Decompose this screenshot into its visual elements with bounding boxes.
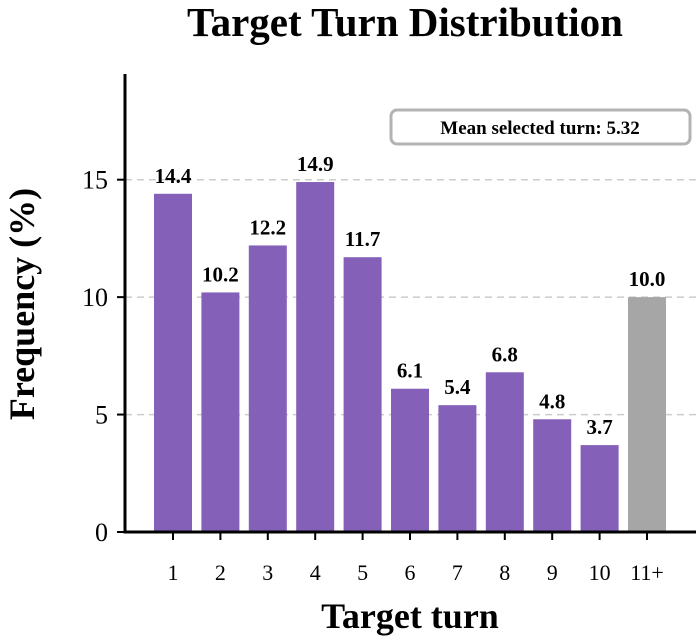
y-tick-label: 5 <box>95 401 108 430</box>
x-tick-label: 11+ <box>630 560 664 585</box>
bar <box>391 388 429 532</box>
x-axis-label: Target turn <box>321 596 499 636</box>
bar-value-label: 14.9 <box>297 152 334 176</box>
y-tick-label: 10 <box>82 283 108 312</box>
mean-annotation: Mean selected turn: 5.32 <box>389 108 692 146</box>
x-tick-label: 4 <box>310 560 321 585</box>
x-tick-label: 5 <box>357 560 368 585</box>
bar-value-label: 6.1 <box>397 359 423 383</box>
bar <box>343 257 382 532</box>
y-tick-label: 0 <box>95 518 108 547</box>
x-tick-label: 9 <box>547 560 558 585</box>
x-tick-label: 1 <box>168 560 179 585</box>
bars <box>154 182 666 533</box>
bar <box>533 419 572 532</box>
bar-value-labels: 14.4 10.2 12.2 14.9 11.7 6.1 5.4 6.8 4.8 3.7 10.0 <box>155 152 666 439</box>
y-ticks: 0 5 10 15 <box>82 166 125 547</box>
bar <box>438 405 477 532</box>
bar <box>485 372 524 532</box>
y-tick-label: 15 <box>82 166 108 195</box>
chart-title: Target Turn Distribution <box>187 0 623 45</box>
y-axis-label: Frequency (%) <box>2 188 42 420</box>
bar-value-label: 6.8 <box>492 342 518 366</box>
x-ticks: 1 2 3 4 5 6 7 8 9 10 11+ <box>168 532 664 585</box>
bar-value-label: 10.0 <box>629 267 666 291</box>
mean-annotation-text: Mean selected turn: 5.32 <box>440 118 639 139</box>
bar-value-label: 11.7 <box>345 227 381 251</box>
bar-value-label: 12.2 <box>249 215 286 239</box>
x-tick-label: 10 <box>589 560 611 585</box>
x-tick-label: 2 <box>215 560 226 585</box>
bar <box>154 193 192 533</box>
bar-value-label: 14.4 <box>155 164 192 188</box>
bar <box>580 445 619 532</box>
bar-value-label: 4.8 <box>539 389 565 413</box>
bar <box>201 292 240 532</box>
x-tick-label: 3 <box>262 560 273 585</box>
x-tick-label: 6 <box>405 560 416 585</box>
bar-value-label: 10.2 <box>202 262 239 286</box>
bar <box>628 297 666 532</box>
x-tick-label: 8 <box>499 560 510 585</box>
bar-value-label: 3.7 <box>586 415 612 439</box>
bar <box>248 245 287 532</box>
x-tick-label: 7 <box>452 560 463 585</box>
bar <box>296 182 335 533</box>
bar-value-label: 5.4 <box>444 375 471 399</box>
mean-annotation-box <box>389 108 692 146</box>
